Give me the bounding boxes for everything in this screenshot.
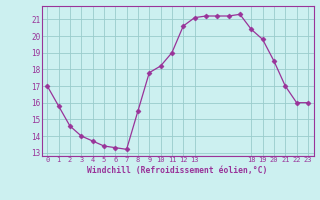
X-axis label: Windchill (Refroidissement éolien,°C): Windchill (Refroidissement éolien,°C) xyxy=(87,166,268,175)
